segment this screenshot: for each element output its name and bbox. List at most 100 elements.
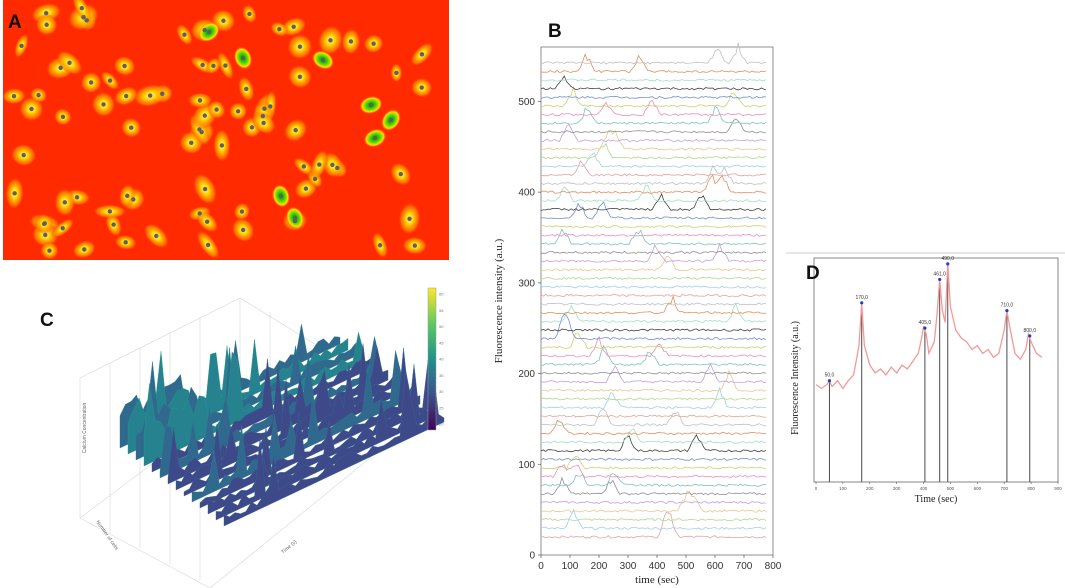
trace-line [540,42,767,65]
cell-nucleus [197,211,202,216]
y-tick-label: 500 [518,97,535,108]
trace-line [540,335,767,358]
x-tick-label: 100 [562,561,579,572]
colorbar-gradient [427,287,437,431]
trace-layer: 50,0 170,0 405,0 461,0 490,0 710,0 800,0 [815,256,1043,482]
cell-nucleus [125,193,130,199]
cell-nucleus [328,38,333,43]
x-tick-label-d: 500 [947,486,955,491]
cell-nucleus [44,22,49,27]
trace-line [540,164,767,186]
cell-nucleus [291,24,296,29]
surface-ridge [199,347,421,509]
cell-nucleus [124,93,129,99]
axes-layer-d: 0 100 200 300 400 500 600 700 800 900 [815,482,1062,491]
trace-line [540,512,767,539]
cell-nucleus [247,11,252,17]
cell-nucleus [312,176,318,182]
peak-marker [1005,308,1009,313]
z-axis-label: Calcium Concentration [82,402,88,453]
cell-nucleus [260,113,266,119]
trace-line [540,118,767,134]
cell-nucleus [317,162,322,167]
x-tick-label: 600 [707,561,724,572]
y-tick-label: 300 [518,278,535,289]
cell-nucleus [301,164,307,169]
x-tick-label-d: 0 [815,486,818,491]
panel-label-d: D [806,263,820,284]
trace-line [540,464,767,479]
surface-ridge [223,367,445,527]
cell-nucleus [131,197,136,202]
trace-line [540,434,767,453]
cell-nucleus [182,32,187,37]
cell-nucleus [239,209,245,214]
axes-layer: 0 100 200 300 400 500 600 700 800 0 100 200 300 400 50… [518,97,781,572]
trace-line [540,473,767,487]
cell-nucleus [60,114,66,120]
cell-nucleus [36,92,41,98]
cell-nucleus [206,29,212,35]
cell-nucleus [147,93,153,98]
trace-line [540,490,767,513]
cell-nucleus [368,102,374,108]
surface-ridge [143,332,365,467]
cell-nucleus [67,60,72,66]
trace-line [540,397,767,401]
trace-line [540,294,767,315]
trace-line [540,174,767,194]
cell-nucleus [11,93,17,99]
cell-nucleus [88,80,94,85]
trace-line [540,500,767,504]
cell-nucleus [388,117,394,123]
trace-line [541,85,767,108]
trace-line [540,52,767,74]
trace-line [540,328,767,332]
colorbar-tick-label: 40 [439,357,444,362]
x-tick-label: 300 [620,561,637,572]
cell-nucleus [122,63,127,69]
peak-marker [923,326,927,330]
surface-layer [119,324,445,527]
cell-nucleus [43,232,48,238]
trace-line [541,99,767,117]
cell-nucleus [412,243,418,248]
cell-nucleus [79,6,84,11]
cell-nucleus [221,18,226,23]
single-trace-chart: 50,0 170,0 405,0 461,0 490,0 710,0 800,0 0 100 2… [786,252,1065,505]
trace-line [540,457,767,461]
cell-nucleus [58,65,63,70]
cell-nucleus [202,27,207,33]
peak-marker [860,301,864,305]
traces-layer [540,42,767,539]
trace-line [540,313,767,341]
trace-line [540,369,767,392]
cell-nucleus [223,63,228,68]
peak-label: 800,0 [1024,328,1037,334]
trace-line [540,225,767,229]
cell-nucleus [160,91,165,96]
cell-nucleus [21,152,26,158]
y-tick-label: 200 [518,369,535,380]
x-tick-label: 800 [765,561,782,572]
x-axis-label-c: Time (s) [280,539,298,555]
cell-nucleus [335,165,340,171]
x-tick-label-d: 300 [893,486,901,491]
trace-line [540,250,767,255]
trace-line [540,455,767,470]
trace-line [540,293,767,298]
peak-label: 170,0 [855,295,868,301]
x-axis-label-d: Time (sec) [915,494,958,505]
trace-line [540,476,767,496]
trace-line [540,242,767,263]
colorbar-tick-label: 55 [439,308,444,313]
cell-nucleus [394,70,399,75]
trace-line [540,276,767,280]
cell-nucleus [320,57,326,63]
plot-frame-d [813,257,1059,483]
cell-nucleus [60,226,65,231]
x-tick-label-d: 100 [839,486,847,491]
panel-label-c: C [40,310,54,331]
x-tick-label-d: 900 [1054,486,1062,491]
x-tick-label-d: 400 [920,486,928,491]
